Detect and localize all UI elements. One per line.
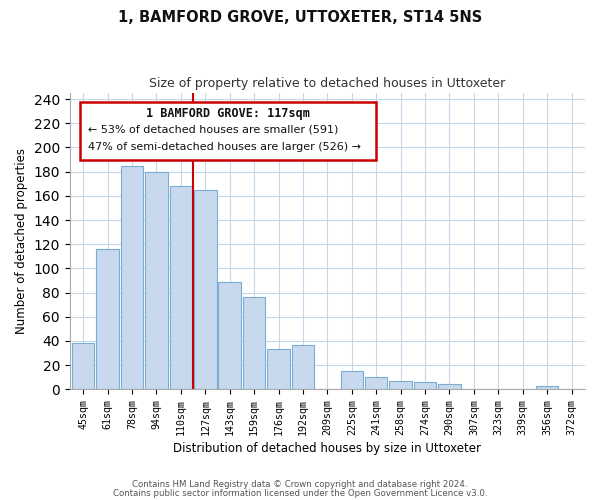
Title: Size of property relative to detached houses in Uttoxeter: Size of property relative to detached ho…	[149, 78, 506, 90]
Bar	[536, 386, 559, 390]
Bar	[292, 344, 314, 390]
X-axis label: Distribution of detached houses by size in Uttoxeter: Distribution of detached houses by size …	[173, 442, 481, 455]
Bar	[72, 344, 94, 390]
Bar	[145, 172, 167, 390]
Bar	[341, 371, 363, 390]
FancyBboxPatch shape	[80, 102, 376, 160]
Bar	[414, 382, 436, 390]
Text: Contains public sector information licensed under the Open Government Licence v3: Contains public sector information licen…	[113, 488, 487, 498]
Bar	[268, 350, 290, 390]
Bar	[243, 298, 265, 390]
Bar	[194, 190, 217, 390]
Bar	[97, 249, 119, 390]
Y-axis label: Number of detached properties: Number of detached properties	[15, 148, 28, 334]
Bar	[365, 377, 388, 390]
Bar	[438, 384, 461, 390]
Text: 1 BAMFORD GROVE: 117sqm: 1 BAMFORD GROVE: 117sqm	[146, 108, 310, 120]
Text: Contains HM Land Registry data © Crown copyright and database right 2024.: Contains HM Land Registry data © Crown c…	[132, 480, 468, 489]
Text: ← 53% of detached houses are smaller (591): ← 53% of detached houses are smaller (59…	[88, 124, 338, 134]
Bar	[121, 166, 143, 390]
Text: 47% of semi-detached houses are larger (526) →: 47% of semi-detached houses are larger (…	[88, 142, 361, 152]
Bar	[170, 186, 192, 390]
Bar	[389, 381, 412, 390]
Bar	[218, 282, 241, 390]
Text: 1, BAMFORD GROVE, UTTOXETER, ST14 5NS: 1, BAMFORD GROVE, UTTOXETER, ST14 5NS	[118, 10, 482, 25]
